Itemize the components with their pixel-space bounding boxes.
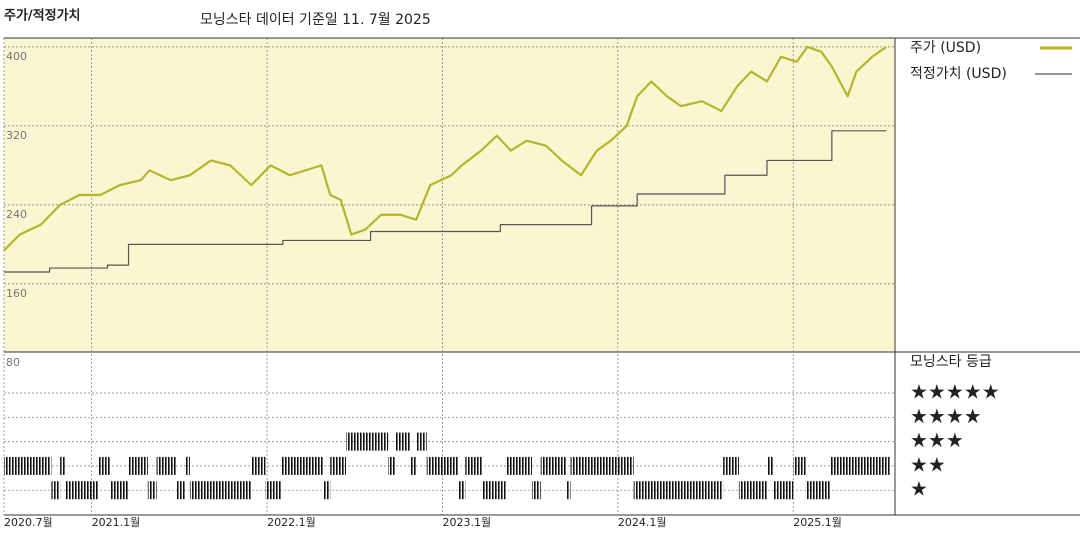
rating-bar xyxy=(805,481,831,500)
rating-bar xyxy=(323,481,331,500)
y-tick-label: 320 xyxy=(6,129,27,142)
rating-bar xyxy=(251,456,266,475)
x-tick-label: 2020.7월 xyxy=(4,516,53,529)
rating-legend: ★ xyxy=(910,477,928,501)
rating-bar xyxy=(633,481,724,500)
rating-bar xyxy=(793,456,806,475)
rating-legend: ★★★ xyxy=(910,428,964,452)
ratings-title: 모닝스타 등급 xyxy=(910,354,992,370)
legend-label: 주가 (USD) xyxy=(910,40,981,56)
rating-bar xyxy=(281,456,324,475)
rating-bar xyxy=(184,456,190,475)
rating-bar xyxy=(723,456,739,475)
legend-label: 적정가치 (USD) xyxy=(910,66,1007,82)
rating-bar xyxy=(330,456,347,475)
rating-bar xyxy=(505,456,532,475)
rating-bar xyxy=(175,481,185,500)
y-tick-label: 160 xyxy=(6,287,27,300)
rating-bar xyxy=(65,481,99,500)
series-line xyxy=(3,45,887,252)
rating-legend: ★★★★ xyxy=(910,404,982,428)
price-panel xyxy=(4,38,895,352)
rating-bar xyxy=(4,456,52,475)
y-tick-label: 400 xyxy=(6,50,27,63)
rating-bar xyxy=(465,456,483,475)
rating-bar xyxy=(388,456,396,475)
rating-bar xyxy=(189,481,252,500)
rating-bar xyxy=(738,481,767,500)
rating-bar xyxy=(570,456,634,475)
chart-subtitle: 모닝스타 데이터 기준일 11. 7월 2025 xyxy=(200,12,431,28)
x-tick-label: 2025.1월 xyxy=(793,516,842,529)
rating-bar xyxy=(98,456,111,475)
rating-legend: ★★ xyxy=(910,452,946,476)
rating-bar xyxy=(51,481,61,500)
rating-bar xyxy=(156,456,176,475)
rating-bar xyxy=(395,432,411,451)
rating-bar xyxy=(110,481,129,500)
rating-bar xyxy=(147,481,157,500)
rating-legend: ★★★★★ xyxy=(910,380,1000,404)
x-tick-label: 2024.1월 xyxy=(618,516,667,529)
rating-bar xyxy=(482,481,506,500)
x-tick-label: 2021.1월 xyxy=(92,516,141,529)
rating-bar xyxy=(426,456,459,475)
ratings-axis-label: 80 xyxy=(6,356,20,369)
rating-bar xyxy=(773,481,794,500)
series-line xyxy=(4,130,887,273)
rating-bar xyxy=(766,456,774,475)
rating-bar xyxy=(128,456,148,475)
rating-bar xyxy=(410,456,417,475)
chart-title: 주가/적정가치 xyxy=(4,8,81,24)
rating-bar xyxy=(346,432,389,451)
rating-bar xyxy=(416,432,427,451)
rating-bar xyxy=(458,481,466,500)
x-tick-label: 2023.1월 xyxy=(442,516,491,529)
rating-bar xyxy=(60,456,66,475)
rating-bar xyxy=(531,481,541,500)
rating-bar xyxy=(830,456,890,475)
rating-bar xyxy=(567,481,571,500)
x-tick-label: 2022.1월 xyxy=(267,516,316,529)
rating-bar xyxy=(540,456,568,475)
y-tick-label: 240 xyxy=(6,208,27,221)
rating-bar xyxy=(265,481,282,500)
